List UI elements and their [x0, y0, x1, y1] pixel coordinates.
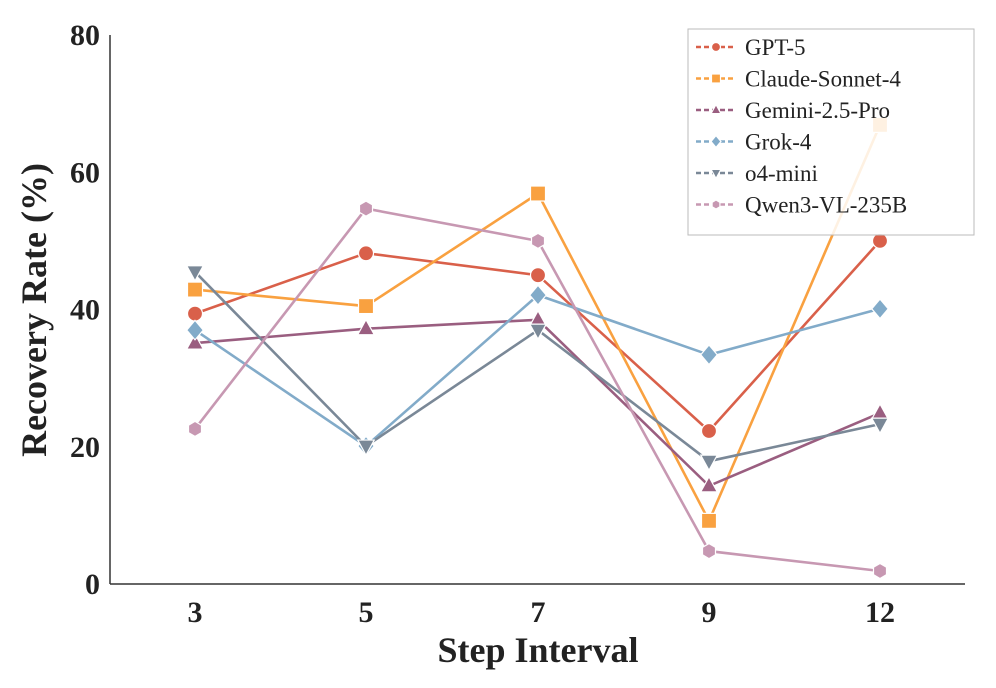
legend-item: o4-mini [696, 161, 818, 186]
legend-marker [710, 168, 722, 180]
data-point [870, 402, 890, 420]
series-claude-sonnet-4 [186, 116, 889, 529]
data-point [699, 475, 719, 493]
legend-marker [710, 41, 722, 53]
y-tick-label: 0 [85, 568, 100, 601]
data-point [186, 281, 204, 298]
data-point [357, 245, 375, 262]
legend-item: Gemini-2.5-Pro [696, 98, 890, 123]
legend-marker [710, 134, 722, 149]
x-tick-label: 7 [531, 596, 546, 629]
data-point [185, 265, 205, 283]
data-point [701, 542, 717, 560]
series-qwen3-vl-235b [187, 200, 888, 580]
legend-marker [710, 73, 722, 84]
x-tick-label: 3 [188, 596, 203, 629]
legend-item: Claude-Sonnet-4 [696, 67, 901, 92]
legend-label: Gemini-2.5-Pro [745, 98, 890, 123]
series-layer [185, 116, 890, 580]
data-point [186, 305, 204, 322]
data-point [358, 200, 374, 217]
data-point [871, 232, 889, 249]
legend-item: GPT-5 [696, 35, 806, 60]
x-tick-label: 5 [359, 596, 374, 629]
legend-label: o4-mini [745, 161, 818, 186]
data-point [528, 284, 548, 306]
legend-label: Qwen3-VL-235B [745, 193, 907, 218]
x-tick-label: 9 [702, 596, 717, 629]
data-point [700, 422, 718, 440]
legend-item: Grok-4 [696, 130, 812, 155]
legend-label: GPT-5 [745, 35, 806, 60]
data-point [357, 297, 375, 315]
legend: GPT-5 Claude-Sonnet-4 Gemini-2.5-Pro Grok-4… [687, 28, 975, 236]
x-axis-label: Step Interval [438, 630, 639, 670]
data-point [528, 323, 548, 341]
legend-box [687, 28, 975, 236]
y-tick-label: 20 [70, 431, 100, 464]
y-tick-label: 60 [70, 156, 100, 189]
data-point [870, 298, 890, 320]
y-tick-label: 80 [70, 19, 100, 52]
data-point [700, 512, 718, 529]
series-gpt-5 [186, 232, 889, 440]
data-point [870, 417, 890, 435]
y-tick-label: 40 [70, 294, 100, 327]
legend-label: Claude-Sonnet-4 [745, 67, 901, 92]
legend-marker [710, 103, 722, 115]
data-point [529, 185, 547, 202]
data-point [529, 267, 547, 284]
legend-label: Grok-4 [745, 130, 812, 155]
data-point [356, 439, 376, 457]
data-point [699, 344, 719, 366]
data-point [187, 420, 203, 438]
data-point [185, 319, 205, 341]
x-tick-label: 12 [865, 596, 895, 629]
data-point [185, 332, 205, 350]
data-point [872, 562, 888, 580]
axes: 0 20 40 60 80 3 5 7 9 12 [70, 19, 965, 629]
legend-marker [711, 199, 721, 210]
data-point [530, 232, 546, 250]
series-o4-mini [185, 265, 890, 472]
y-axis-label: Recovery Rate (%) [14, 163, 54, 457]
series-gemini-2-5-pro [185, 309, 890, 493]
data-point [699, 454, 719, 472]
series-line [193, 207, 881, 573]
series-line [194, 318, 881, 488]
data-point [356, 318, 376, 336]
legend-item: Qwen3-VL-235B [696, 193, 907, 218]
